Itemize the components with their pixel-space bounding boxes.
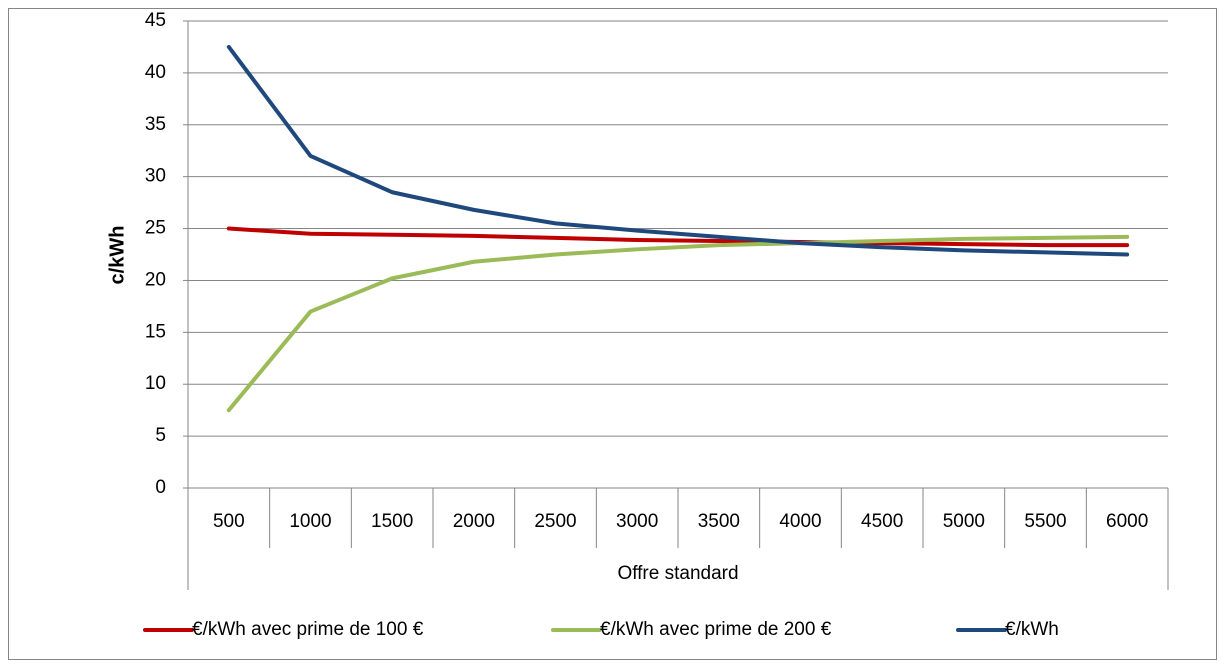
series-line: [226, 234, 1130, 413]
y-tick-label: 5: [155, 425, 166, 446]
x-tick-label: 5500: [1024, 511, 1066, 532]
y-tick-label: 20: [145, 269, 166, 290]
y-tick-label: 40: [145, 62, 166, 83]
x-axis-group-label: Offre standard: [617, 563, 738, 584]
x-tick-label: 3000: [616, 511, 658, 532]
y-tick-label: 30: [145, 166, 166, 187]
y-tick-label: 10: [145, 373, 166, 394]
x-tick-label: 2500: [534, 511, 576, 532]
y-tick-label: 35: [145, 114, 166, 135]
legend-label: €/kWh avec prime de 100 €: [192, 619, 424, 640]
y-tick-label: 25: [145, 218, 166, 239]
y-axis-title: c/kWh: [106, 226, 128, 285]
x-tick-label: 500: [213, 511, 245, 532]
y-tick-label: 0: [155, 477, 166, 498]
x-tick-label: 2000: [453, 511, 495, 532]
x-tick-label: 1500: [371, 511, 413, 532]
x-tick-label: 5000: [943, 511, 985, 532]
series-line: [226, 44, 1130, 257]
x-tick-label: 1000: [289, 511, 331, 532]
chart-border: [8, 8, 1217, 660]
x-tick-label: 4500: [861, 511, 903, 532]
x-tick-label: 6000: [1106, 511, 1148, 532]
x-tick-label: 4000: [779, 511, 821, 532]
x-tick-label: 3500: [698, 511, 740, 532]
y-tick-label: 45: [145, 10, 166, 31]
legend-label: €/kWh: [1005, 619, 1059, 640]
series-line: [226, 226, 1130, 248]
legend-label: €/kWh avec prime de 200 €: [600, 619, 832, 640]
y-tick-label: 15: [145, 321, 166, 342]
